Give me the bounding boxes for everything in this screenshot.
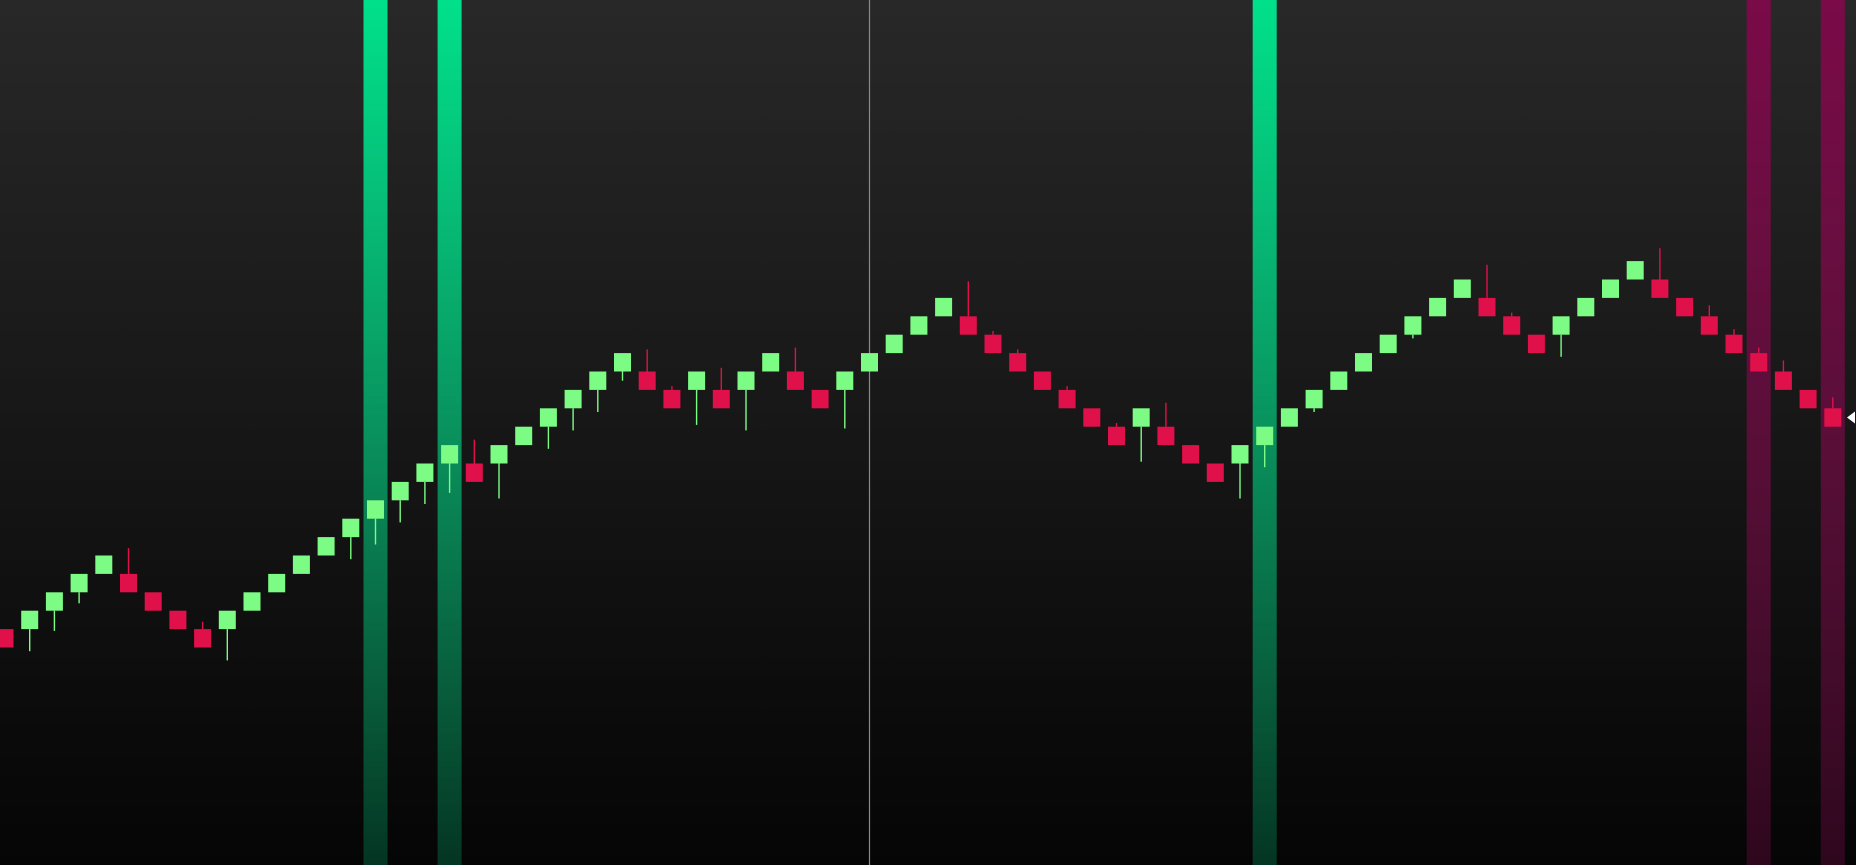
renko-brick-up bbox=[367, 500, 384, 519]
renko-brick-up bbox=[1330, 371, 1348, 390]
renko-brick-up bbox=[1132, 408, 1150, 427]
renko-brick-up bbox=[1577, 297, 1595, 317]
renko-brick-up bbox=[910, 316, 928, 335]
renko-brick-up bbox=[762, 353, 780, 372]
renko-brick-up bbox=[1231, 445, 1249, 464]
renko-brick-down bbox=[1206, 463, 1224, 482]
renko-brick-down bbox=[712, 389, 730, 409]
renko-brick-up bbox=[490, 445, 508, 464]
renko-brick-up bbox=[564, 389, 582, 409]
renko-brick-down bbox=[1527, 334, 1545, 354]
renko-brick-up bbox=[243, 592, 261, 611]
renko-brick-down bbox=[465, 463, 483, 482]
renko-brick-up bbox=[737, 371, 755, 390]
renko-brick-down bbox=[984, 334, 1002, 354]
renko-brick-up bbox=[935, 297, 953, 317]
renko-brick-down bbox=[1750, 353, 1768, 372]
renko-brick-down bbox=[1503, 316, 1521, 335]
renko-brick-down bbox=[1676, 297, 1694, 317]
renko-brick-up bbox=[861, 353, 878, 372]
renko-brick-up bbox=[1256, 426, 1274, 446]
renko-brick-up bbox=[539, 408, 557, 427]
signal-bands bbox=[363, 0, 1845, 865]
renko-brick-down bbox=[1478, 297, 1496, 317]
bullish-signal-band bbox=[363, 0, 388, 865]
renko-brick-down bbox=[1651, 279, 1669, 298]
renko-brick-down bbox=[144, 592, 162, 611]
renko-brick-down bbox=[0, 629, 14, 648]
renko-brick-up bbox=[441, 445, 459, 464]
renko-brick-down bbox=[169, 610, 187, 630]
renko-brick-down bbox=[663, 389, 681, 409]
renko-brick-up bbox=[1602, 279, 1619, 298]
renko-brick-up bbox=[589, 371, 607, 390]
renko-brick-down bbox=[1799, 389, 1817, 409]
renko-brick-up bbox=[391, 481, 409, 501]
renko-brick-down bbox=[1182, 445, 1200, 464]
renko-brick-down bbox=[811, 389, 829, 409]
renko-brick-down bbox=[1058, 389, 1076, 409]
renko-bricks bbox=[0, 261, 1842, 648]
renko-brick-down bbox=[1157, 426, 1175, 446]
renko-brick-up bbox=[317, 537, 335, 556]
renko-brick-up bbox=[268, 573, 286, 593]
last-price-marker-icon bbox=[1847, 411, 1855, 424]
renko-brick-up bbox=[1429, 297, 1447, 317]
renko-brick-down bbox=[194, 629, 212, 648]
renko-brick-up bbox=[416, 463, 434, 482]
renko-brick-up bbox=[1305, 389, 1323, 409]
renko-brick-up bbox=[1379, 334, 1397, 354]
brick-wicks bbox=[29, 248, 1834, 661]
renko-brick-down bbox=[786, 371, 804, 390]
renko-brick-up bbox=[45, 592, 63, 611]
bearish-signal-band bbox=[1746, 0, 1771, 865]
renko-brick-up bbox=[70, 573, 88, 593]
renko-brick-up bbox=[292, 555, 310, 574]
bearish-signal-band bbox=[1820, 0, 1845, 865]
bullish-signal-band bbox=[437, 0, 462, 865]
renko-brick-down bbox=[1033, 371, 1051, 390]
renko-brick-down bbox=[1009, 353, 1027, 372]
renko-brick-down bbox=[959, 316, 977, 335]
renko-brick-down bbox=[120, 573, 137, 593]
renko-brick-up bbox=[1355, 353, 1372, 372]
renko-brick-up bbox=[885, 334, 903, 354]
renko-brick-up bbox=[1453, 279, 1471, 298]
renko-brick-down bbox=[1774, 371, 1792, 390]
renko-brick-up bbox=[21, 610, 39, 630]
renko-brick-up bbox=[614, 353, 631, 372]
renko-brick-up bbox=[1626, 261, 1644, 280]
renko-brick-up bbox=[1552, 316, 1570, 335]
renko-brick-down bbox=[1083, 408, 1101, 427]
renko-brick-up bbox=[218, 610, 236, 630]
renko-brick-up bbox=[515, 426, 533, 446]
renko-brick-down bbox=[1108, 426, 1125, 446]
renko-brick-up bbox=[1404, 316, 1422, 335]
renko-brick-up bbox=[688, 371, 706, 390]
renko-brick-down bbox=[1700, 316, 1718, 335]
price-marker bbox=[1847, 411, 1855, 424]
renko-brick-up bbox=[836, 371, 854, 390]
renko-brick-up bbox=[95, 555, 113, 574]
renko-brick-down bbox=[638, 371, 656, 390]
renko-brick-up bbox=[1280, 408, 1298, 427]
renko-brick-down bbox=[1725, 334, 1743, 354]
renko-brick-down bbox=[1824, 408, 1842, 427]
renko-brick-up bbox=[342, 518, 360, 538]
